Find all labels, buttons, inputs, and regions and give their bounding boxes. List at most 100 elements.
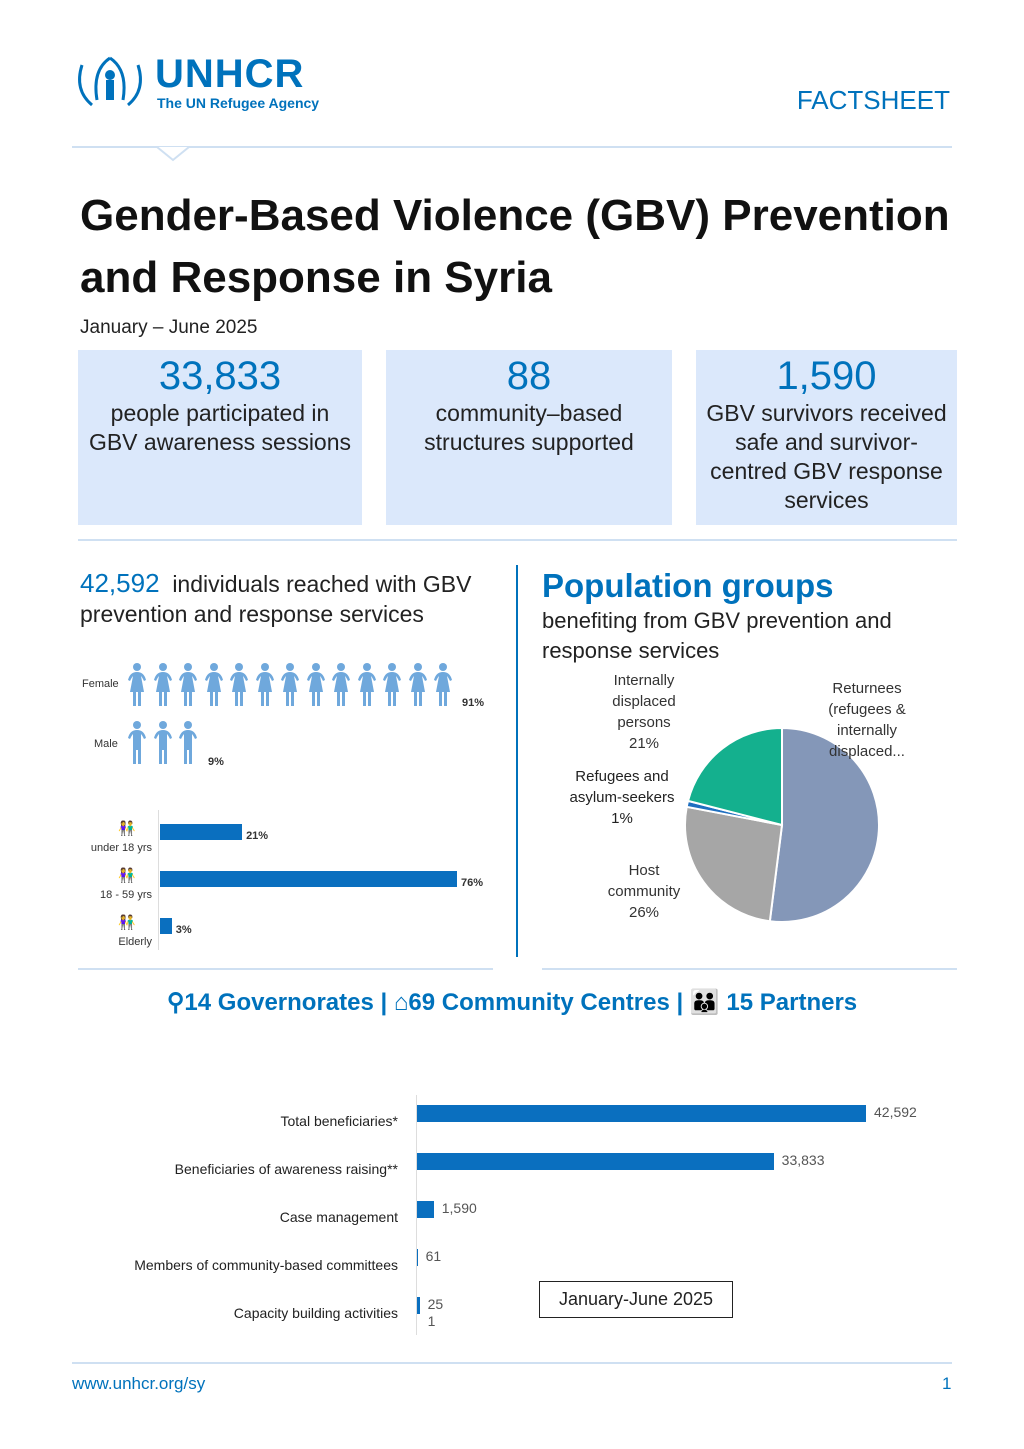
bar-value-label: 42,592	[874, 1104, 917, 1120]
age-pct: 21%	[246, 830, 269, 842]
age-group-icon: 👫	[118, 867, 136, 883]
bar-value-label: 25 1	[427, 1296, 444, 1329]
age-label: 18 - 59 yrs	[100, 889, 152, 901]
pie-label-pct: 26%	[628, 904, 660, 921]
pie-slice	[768, 726, 880, 923]
reach-heading: 42,592 individuals reached with GBV prev…	[80, 568, 500, 629]
kpi-card: 33,833 people participated in GBV awarene…	[78, 350, 362, 525]
bar	[417, 1105, 866, 1122]
reach-text: individuals reached with GBV prevention …	[80, 571, 472, 627]
pie-label-refugees: Refugees and asylum-seekers 1%	[568, 766, 676, 829]
pie-label-returnees: Returnees (refugees & internally displac…	[828, 680, 906, 760]
bar-axis	[416, 1095, 417, 1335]
kpi-card: 88 community–based structures supported	[386, 350, 672, 525]
pie-label-idp: Internally displaced persons 21%	[598, 670, 690, 754]
kpi-card: 1,590 GBV survivors received safe and sur…	[696, 350, 957, 525]
female-person-icon	[332, 663, 350, 706]
age-bar	[160, 824, 243, 840]
female-person-icon	[306, 663, 325, 706]
female-person-icon	[408, 663, 427, 706]
population-title: Population groups	[542, 567, 834, 604]
bar-category-label: Total beneficiaries*	[280, 1113, 398, 1129]
male-person-icon	[179, 721, 197, 764]
age-bar	[160, 871, 457, 887]
page-title: Gender-Based Violence (GBV) Prevention a…	[80, 191, 950, 302]
chevron-down-icon	[156, 146, 190, 162]
pie-slice	[686, 726, 783, 827]
age-axis	[158, 810, 159, 950]
stat-governorates: 14 Governorates |	[184, 989, 388, 1016]
bar	[417, 1201, 434, 1218]
logo-name: UNHCR	[155, 52, 305, 96]
kpi-text: community–based structures supported	[424, 400, 634, 455]
map-pin-icon: ⚲	[166, 989, 185, 1016]
stat-partners: 15 Partners	[726, 989, 858, 1016]
stats-bar: ⚲14 Governorates | ⌂69 Community Centres…	[0, 988, 1024, 1017]
female-icons	[125, 662, 457, 708]
pie-label-pct: 21%	[628, 735, 660, 752]
bar	[417, 1153, 774, 1170]
pie-slice	[684, 805, 784, 923]
pie-label-text: Host community	[607, 862, 681, 900]
female-person-icon	[204, 663, 223, 706]
kpi-value: 33,833	[158, 354, 282, 398]
stat-centres: 69 Community Centres |	[408, 989, 684, 1016]
age-label: Elderly	[118, 936, 152, 948]
female-person-icon	[357, 663, 376, 706]
kpi-value: 88	[506, 354, 552, 398]
female-person-icon	[281, 663, 299, 706]
age-pct: 76%	[461, 877, 484, 889]
kpi-text: people participated in GBV awareness ses…	[88, 400, 352, 455]
pie-label-host: Host community 26%	[598, 860, 690, 923]
period: January – June 2025	[80, 317, 258, 338]
bar-category-label: Case management	[279, 1209, 398, 1225]
bar-category-label: Capacity building activities	[233, 1305, 398, 1321]
chart-legend: January-June 2025	[539, 1281, 733, 1318]
gender-label: Male	[94, 738, 118, 750]
male-icons	[125, 720, 202, 766]
age-group-icon: 👫	[118, 914, 136, 930]
bar	[417, 1249, 418, 1266]
header-divider	[72, 146, 952, 148]
bar-value-label: 61	[425, 1248, 442, 1264]
age-label: under 18 yrs	[90, 842, 152, 854]
female-person-icon	[128, 663, 146, 706]
footer-url[interactable]: www.unhcr.org/sy	[72, 1374, 206, 1393]
gender-pct: 91%	[462, 697, 485, 709]
pie-label-text: Refugees and asylum-seekers	[569, 768, 675, 806]
female-person-icon	[153, 663, 172, 706]
footer-divider	[72, 1362, 952, 1364]
female-person-icon	[383, 663, 401, 706]
bar-value-label: 33,833	[781, 1152, 825, 1168]
bar-category-label: Members of community-based committees	[134, 1257, 398, 1273]
gender-label: Female	[82, 678, 119, 690]
age-pct: 3%	[175, 924, 192, 936]
section-divider	[78, 968, 493, 970]
female-person-icon	[230, 663, 248, 706]
building-icon: ⌂	[393, 989, 409, 1016]
kpi-text: GBV survivors received safe and survivor…	[706, 400, 947, 513]
reach-value: 42,592	[80, 568, 160, 598]
female-person-icon	[434, 663, 452, 706]
doc-type: FACTSHEET	[796, 85, 950, 115]
population-subtitle: benefiting from GBV prevention and respo…	[542, 608, 892, 663]
section-divider	[78, 539, 957, 541]
male-person-icon	[153, 721, 172, 764]
male-person-icon	[128, 721, 146, 764]
section-divider	[542, 968, 957, 970]
bar-category-label: Beneficiaries of awareness raising**	[174, 1161, 398, 1177]
age-group-icon: 👫	[118, 820, 136, 836]
people-icon: 👪	[689, 989, 720, 1016]
unhcr-emblem-icon	[78, 56, 142, 107]
bar-value-label: 1,590	[441, 1200, 477, 1216]
population-pie-chart	[684, 726, 880, 923]
female-person-icon	[255, 663, 274, 706]
pie-label-pct: 1%	[611, 810, 633, 827]
logo-tagline: The UN Refugee Agency	[157, 95, 320, 111]
pie-label-text: Internally displaced persons	[612, 672, 676, 731]
age-bar	[160, 918, 172, 934]
gender-pct: 9%	[208, 756, 224, 768]
column-divider	[516, 565, 518, 957]
kpi-value: 1,590	[776, 354, 877, 398]
